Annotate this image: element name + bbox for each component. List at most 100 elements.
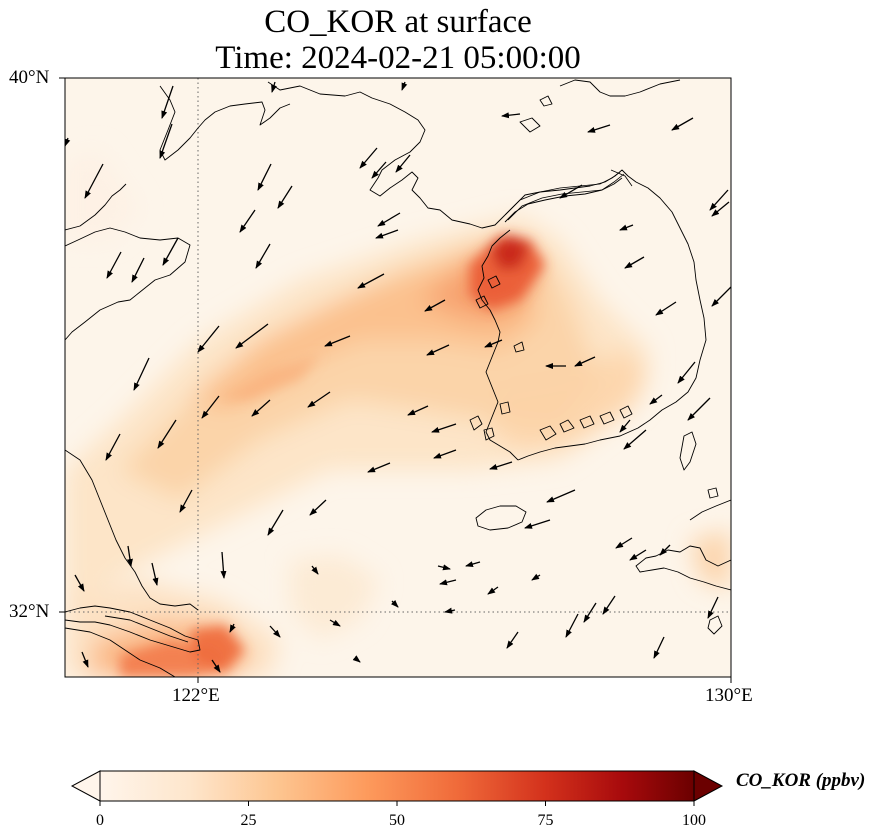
lat-tick-40n: 40°N bbox=[9, 67, 50, 88]
map-frame bbox=[64, 77, 732, 678]
map-title: CO_KOR at surface bbox=[264, 4, 532, 40]
wind-arrow bbox=[201, 395, 220, 419]
map-time-subtitle: Time: 2024-02-21 05:00:00 bbox=[215, 40, 581, 76]
lon-tick-122e: 122°E bbox=[172, 685, 220, 706]
wind-arrow bbox=[377, 212, 401, 227]
wind-arrow bbox=[707, 596, 719, 619]
wind-arrow bbox=[277, 185, 293, 209]
wind-arrow bbox=[395, 154, 411, 173]
wind-arrow bbox=[629, 549, 647, 561]
wind-arrow bbox=[197, 325, 220, 353]
wind-arrow bbox=[677, 361, 696, 384]
wind-arrow bbox=[229, 623, 236, 633]
wind-arrow bbox=[324, 335, 351, 347]
colorbar-tick-100: 100 bbox=[682, 812, 706, 829]
lat-tick-32n: 32°N bbox=[9, 601, 50, 622]
wind-arrow bbox=[711, 286, 731, 307]
wind-arrow bbox=[407, 405, 429, 416]
wind-arrow bbox=[390, 599, 399, 608]
wind-arrow bbox=[105, 433, 121, 461]
wind-arrow bbox=[431, 423, 457, 433]
wind-arrow bbox=[583, 602, 597, 623]
wind-arrow bbox=[687, 397, 711, 421]
wind-arrow bbox=[437, 564, 451, 571]
wind-arrow bbox=[357, 273, 385, 289]
wind-arrow bbox=[615, 537, 633, 549]
wind-arrow bbox=[711, 201, 730, 217]
wind-arrow bbox=[106, 251, 122, 279]
coastlines bbox=[65, 79, 731, 677]
wind-arrow bbox=[151, 562, 159, 586]
wind-arrow bbox=[271, 81, 277, 93]
wind-arrow bbox=[524, 519, 551, 529]
wind-arrow bbox=[211, 659, 221, 673]
wind-arrow bbox=[126, 545, 133, 567]
wind-arrow bbox=[439, 579, 457, 586]
wind-arrow bbox=[506, 631, 519, 649]
wind-arrow bbox=[131, 257, 145, 283]
wind-arrow bbox=[709, 189, 729, 211]
wind-arrow bbox=[531, 573, 541, 581]
colorbar-tick-0: 0 bbox=[96, 812, 104, 829]
wind-arrow bbox=[311, 565, 319, 575]
wind-arrow bbox=[220, 551, 227, 579]
wind-arrow bbox=[484, 339, 503, 348]
wind-arrow bbox=[309, 499, 327, 516]
wind-arrow bbox=[426, 344, 450, 356]
wind-arrow bbox=[269, 625, 281, 638]
wind-arrow bbox=[359, 147, 378, 169]
wind-arrow bbox=[501, 112, 521, 119]
wind-arrow bbox=[559, 184, 583, 199]
wind-arrow bbox=[444, 607, 456, 614]
wind-arrow bbox=[489, 461, 513, 470]
wind-arrow bbox=[84, 163, 104, 199]
lon-tick-130e: 130°E bbox=[705, 685, 753, 706]
wind-arrow bbox=[565, 613, 579, 638]
wind-arrow bbox=[602, 595, 616, 615]
wind-arrow bbox=[624, 256, 645, 269]
wind-arrow bbox=[619, 224, 634, 231]
wind-arrow bbox=[574, 356, 596, 367]
wind-arrow bbox=[352, 655, 361, 663]
wind-arrow bbox=[239, 209, 256, 233]
colorbar bbox=[70, 770, 724, 806]
wind-arrow bbox=[659, 544, 671, 556]
wind-arrow bbox=[671, 117, 694, 131]
wind-arrow bbox=[235, 323, 269, 349]
wind-arrow bbox=[401, 81, 408, 91]
wind-arrow bbox=[255, 243, 271, 269]
colorbar-tick-75: 75 bbox=[537, 812, 554, 829]
wind-arrow bbox=[329, 619, 341, 627]
colorbar-tick-25: 25 bbox=[240, 812, 257, 829]
colorbar-label: CO_KOR (ppbv) bbox=[736, 770, 866, 791]
wind-arrow bbox=[367, 462, 391, 473]
wind-arrow bbox=[81, 651, 89, 668]
wind-arrow bbox=[655, 301, 677, 316]
wind-arrow bbox=[257, 163, 272, 191]
wind-arrow bbox=[653, 636, 665, 659]
colorbar-max-extend bbox=[693, 770, 724, 802]
wind-arrow bbox=[371, 161, 387, 179]
wind-arrow bbox=[267, 509, 284, 536]
wind-arrow bbox=[74, 574, 85, 592]
colorbar-min-extend bbox=[70, 770, 101, 802]
wind-arrow bbox=[546, 489, 576, 503]
wind-arrow bbox=[433, 449, 457, 459]
wind-arrow bbox=[649, 394, 663, 405]
wind-arrow bbox=[251, 399, 271, 417]
wind-arrow bbox=[161, 85, 174, 119]
colorbar-gradient bbox=[100, 771, 694, 801]
wind-vector-field bbox=[65, 81, 731, 673]
wind-arrow bbox=[133, 357, 150, 391]
concentration-field bbox=[65, 78, 731, 677]
wind-arrow bbox=[159, 123, 173, 159]
colorbar-tick-50: 50 bbox=[389, 812, 405, 829]
wind-arrow bbox=[487, 586, 499, 595]
border-line bbox=[504, 169, 633, 221]
wind-arrow bbox=[179, 489, 193, 513]
wind-arrow bbox=[157, 419, 177, 449]
wind-arrow bbox=[587, 124, 611, 133]
wind-arrow bbox=[619, 419, 631, 433]
wind-arrow bbox=[307, 391, 331, 408]
